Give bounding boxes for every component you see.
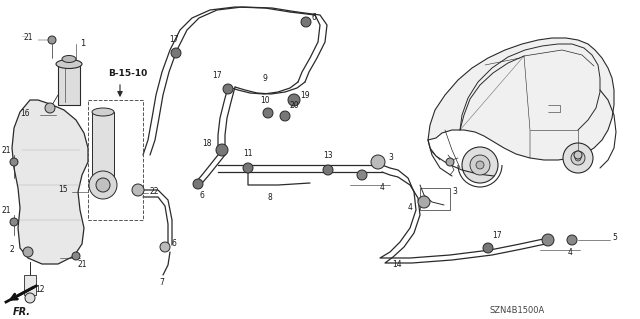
Polygon shape — [428, 38, 614, 160]
Text: 21: 21 — [78, 260, 88, 269]
Circle shape — [280, 111, 290, 121]
Text: 4: 4 — [408, 204, 413, 212]
Text: 10: 10 — [260, 96, 270, 105]
Circle shape — [446, 158, 454, 166]
Text: 9: 9 — [262, 74, 268, 83]
Bar — [58, 65, 80, 105]
Circle shape — [476, 161, 484, 169]
Text: —: — — [22, 34, 26, 38]
Bar — [420, 188, 450, 210]
Circle shape — [223, 84, 233, 94]
Circle shape — [160, 242, 170, 252]
Circle shape — [25, 293, 35, 303]
Circle shape — [243, 163, 253, 173]
Text: 17: 17 — [212, 71, 222, 80]
Circle shape — [48, 36, 56, 44]
Text: 21: 21 — [2, 206, 12, 215]
Circle shape — [45, 103, 55, 113]
Text: 4: 4 — [380, 183, 385, 192]
Polygon shape — [12, 100, 88, 264]
Bar — [24, 275, 36, 295]
Circle shape — [567, 235, 577, 245]
Circle shape — [301, 17, 311, 27]
Text: 17: 17 — [169, 35, 179, 44]
Text: 13: 13 — [323, 151, 333, 160]
Circle shape — [193, 179, 203, 189]
Circle shape — [10, 158, 18, 166]
Circle shape — [483, 243, 493, 253]
Circle shape — [23, 247, 33, 257]
Circle shape — [462, 147, 498, 183]
Ellipse shape — [62, 56, 76, 63]
Text: 5: 5 — [612, 234, 617, 242]
Text: FR.: FR. — [13, 307, 31, 317]
Text: 16: 16 — [20, 108, 29, 117]
Text: 3: 3 — [388, 152, 393, 161]
Circle shape — [96, 178, 110, 192]
Ellipse shape — [92, 108, 114, 116]
Circle shape — [72, 252, 80, 260]
Text: 1: 1 — [80, 40, 85, 48]
Circle shape — [263, 108, 273, 118]
Text: 6: 6 — [200, 191, 205, 200]
Circle shape — [371, 155, 385, 169]
Circle shape — [575, 155, 581, 161]
Text: 6: 6 — [312, 13, 317, 23]
Text: 8: 8 — [268, 193, 273, 202]
Text: 18: 18 — [202, 138, 212, 147]
Circle shape — [132, 184, 144, 196]
Text: 17: 17 — [492, 231, 502, 240]
Circle shape — [542, 234, 554, 246]
Text: 20: 20 — [290, 101, 300, 110]
Text: 21: 21 — [2, 146, 12, 155]
Circle shape — [171, 48, 181, 58]
Text: 12: 12 — [35, 286, 45, 294]
Text: 4: 4 — [568, 248, 573, 257]
Circle shape — [418, 196, 430, 208]
Circle shape — [563, 143, 593, 173]
Circle shape — [357, 170, 367, 180]
Text: 7: 7 — [159, 278, 164, 287]
Text: 21: 21 — [24, 33, 33, 42]
Circle shape — [10, 218, 18, 226]
Text: 3: 3 — [452, 188, 457, 197]
Text: 22: 22 — [150, 187, 159, 196]
Circle shape — [323, 165, 333, 175]
Text: B-15-10: B-15-10 — [108, 69, 147, 78]
Ellipse shape — [56, 60, 82, 69]
Text: SZN4B1500A: SZN4B1500A — [490, 306, 545, 315]
Circle shape — [288, 94, 300, 106]
Bar — [92, 112, 114, 177]
Text: 6: 6 — [172, 240, 177, 249]
Text: 15: 15 — [58, 186, 68, 195]
Bar — [88, 100, 143, 220]
Text: 11: 11 — [243, 149, 253, 158]
Circle shape — [571, 151, 585, 165]
Circle shape — [216, 144, 228, 156]
Circle shape — [89, 171, 117, 199]
Text: 19: 19 — [300, 92, 310, 100]
Text: 2: 2 — [9, 246, 14, 255]
Circle shape — [470, 155, 490, 175]
Text: 14: 14 — [392, 260, 402, 269]
Circle shape — [574, 151, 582, 159]
